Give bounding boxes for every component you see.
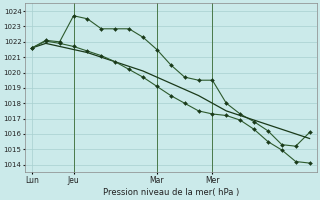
- X-axis label: Pression niveau de la mer( hPa ): Pression niveau de la mer( hPa ): [103, 188, 239, 197]
